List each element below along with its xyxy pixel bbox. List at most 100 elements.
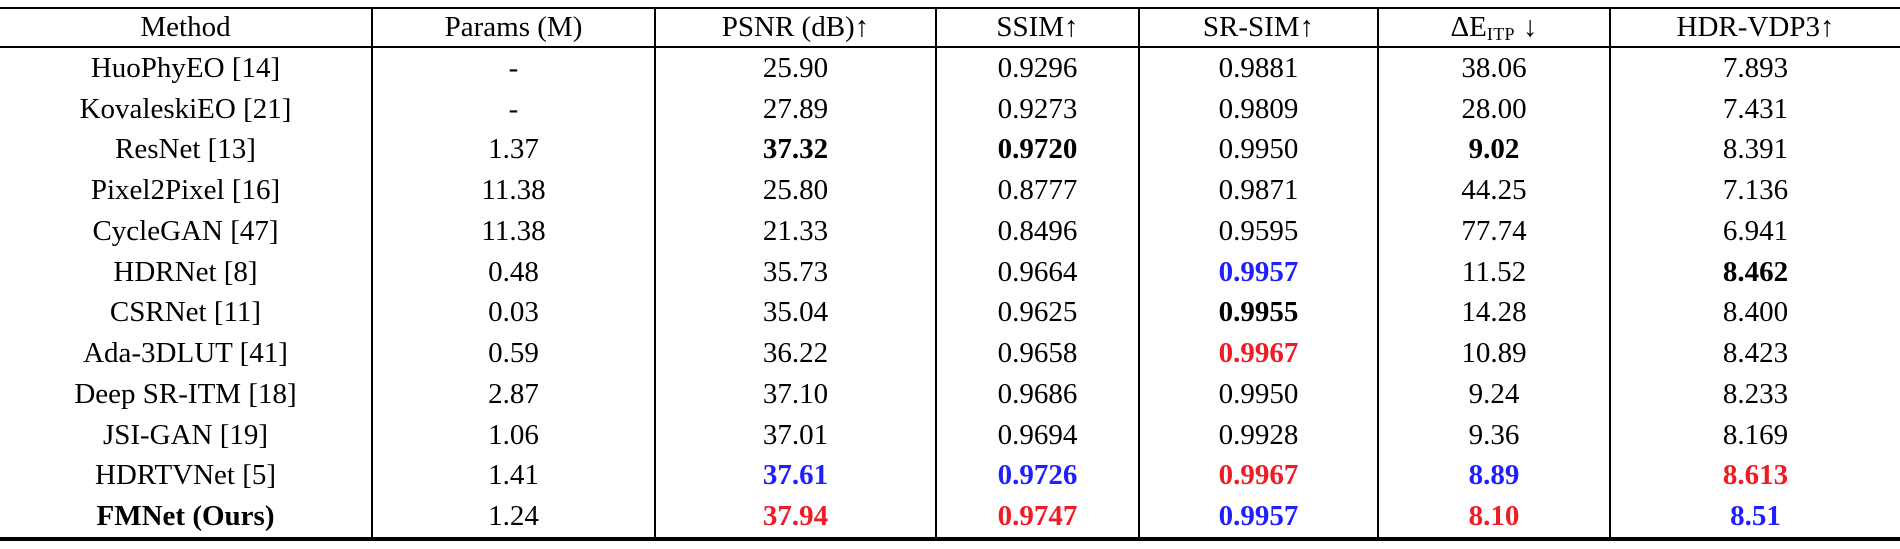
value-cell: 9.36 [1378, 414, 1611, 456]
method-cell: CycleGAN [47] [0, 211, 373, 252]
method-cell: HDRTVNet [5] [0, 455, 373, 497]
delta-e-subscript: ITP [1486, 23, 1515, 44]
value-cell: 0.9726 [936, 455, 1140, 497]
col-header-ssim: SSIM↑ [936, 8, 1140, 48]
down-arrow-icon: ↓ [1523, 10, 1538, 43]
value-cell: 0.9967 [1139, 333, 1379, 374]
value-cell: 9.24 [1378, 374, 1611, 415]
value-cell: 0.9928 [1139, 414, 1379, 456]
col-header-deltaeitp: ΔEITP ↓ [1378, 8, 1611, 48]
table-row: Deep SR-ITM [18] 2.87 37.10 0.9686 0.9950 9.… [0, 374, 1900, 415]
value-cell: 0.9881 [1139, 47, 1379, 89]
value-cell: 0.9595 [1139, 211, 1379, 252]
value-cell: 8.462 [1722, 255, 1789, 288]
table-row: KovaleskiEO [21] -27.89 0.9273 0.9809 28.00… [0, 88, 1900, 130]
method-cell: HuoPhyEO [14] [0, 47, 373, 89]
value-cell: 36.22 [655, 333, 937, 374]
value-cell: 25.80 [655, 170, 937, 211]
value-cell: 0.9957 [1139, 496, 1379, 539]
value-cell: 9.02 [1378, 129, 1611, 171]
value-cell: 8.391 [1722, 133, 1789, 166]
value-cell: 0.8777 [936, 170, 1140, 211]
header-row: Method Params (M) PSNR (dB)↑ SSIM↑ SR-SI… [0, 8, 1900, 48]
value-cell: 0.9967 [1139, 455, 1379, 497]
value-cell: 0.03 [372, 292, 656, 334]
value-cell: 8.423 [1722, 337, 1789, 370]
value-cell: - [372, 47, 656, 89]
table-row: CycleGAN [47] 11.38 21.33 0.8496 0.9595 77.7… [0, 211, 1900, 252]
table-body: HuoPhyEO [14] -25.90 0.9296 0.9881 38.06 7.8… [0, 47, 1900, 539]
table-row: Pixel2Pixel [16] 11.38 25.80 0.8777 0.9871 4… [0, 170, 1900, 211]
value-cell: 37.61 [655, 455, 937, 497]
value-cell: 0.9950 [1139, 129, 1379, 171]
value-cell: 14.28 [1378, 292, 1611, 334]
value-cell: 10.89 [1378, 333, 1611, 374]
value-cell: 8.89 [1378, 455, 1611, 497]
value-cell: 8.233 [1722, 377, 1789, 410]
table-row: HuoPhyEO [14] -25.90 0.9296 0.9881 38.06 7.8… [0, 47, 1900, 89]
value-cell: 27.89 [655, 88, 937, 130]
table-row: JSI-GAN [19] 1.06 37.01 0.9694 0.9928 9.36 8.… [0, 414, 1900, 456]
value-cell: 0.59 [372, 333, 656, 374]
value-cell: 1.41 [372, 455, 656, 497]
value-cell: 0.9273 [936, 88, 1140, 130]
method-cell: CSRNet [11] [0, 292, 373, 334]
value-cell: 8.10 [1378, 496, 1611, 539]
col-header-params: Params (M) [372, 8, 656, 48]
value-cell: 0.9694 [936, 414, 1140, 456]
value-cell: 35.73 [655, 251, 937, 293]
value-cell: 77.74 [1378, 211, 1611, 252]
value-cell: 11.38 [372, 211, 656, 252]
value-cell: 7.136 [1722, 174, 1789, 207]
delta-e-main: ΔE [1450, 10, 1487, 43]
method-cell: KovaleskiEO [21] [0, 88, 373, 130]
value-cell: 8.613 [1722, 459, 1789, 492]
value-cell: 21.33 [655, 211, 937, 252]
method-cell: Deep SR-ITM [18] [0, 374, 373, 415]
value-cell: 37.01 [655, 414, 937, 456]
value-cell: 1.06 [372, 414, 656, 456]
value-cell: 8.51 [1730, 500, 1781, 533]
table-row: HDRTVNet [5] 1.41 37.61 0.9726 0.9967 8.89 8.… [0, 455, 1900, 497]
col-header-srsim: SR-SIM↑ [1139, 8, 1379, 48]
results-table: Method Params (M) PSNR (dB)↑ SSIM↑ SR-SI… [0, 7, 1900, 541]
value-cell: 0.9871 [1139, 170, 1379, 211]
method-cell: Ada-3DLUT [41] [0, 333, 373, 374]
value-cell: 25.90 [655, 47, 937, 89]
value-cell: 2.87 [372, 374, 656, 415]
col-header-psnr: PSNR (dB)↑ [655, 8, 937, 48]
value-cell: 11.38 [372, 170, 656, 211]
value-cell: 1.24 [372, 496, 656, 539]
value-cell: 0.9950 [1139, 374, 1379, 415]
value-cell: 0.9747 [936, 496, 1140, 539]
value-cell: 7.431 [1722, 92, 1789, 125]
value-cell: 0.9720 [936, 129, 1140, 171]
value-cell: 0.48 [372, 251, 656, 293]
table-row: Ada-3DLUT [41] 0.59 36.22 0.9658 0.9967 10.8… [0, 333, 1900, 374]
value-cell: 0.9296 [936, 47, 1140, 89]
method-cell: JSI-GAN [19] [0, 414, 373, 456]
table-row: CSRNet [11] 0.03 35.04 0.9625 0.9955 14.28 8.… [0, 292, 1900, 334]
value-cell: 37.94 [655, 496, 937, 539]
col-header-method: Method [0, 8, 373, 48]
value-cell: 37.32 [655, 129, 937, 171]
method-cell: FMNet (Ours) [0, 496, 373, 539]
table-row: ResNet [13] 1.37 37.32 0.9720 0.9950 9.02 8.3… [0, 129, 1900, 171]
value-cell: 0.9955 [1139, 292, 1379, 334]
value-cell: 11.52 [1378, 251, 1611, 293]
value-cell: 0.9686 [936, 374, 1140, 415]
value-cell: 0.9664 [936, 251, 1140, 293]
value-cell: 8.400 [1722, 296, 1789, 329]
value-cell: 0.9957 [1139, 251, 1379, 293]
method-cell: Pixel2Pixel [16] [0, 170, 373, 211]
value-cell: 0.9658 [936, 333, 1140, 374]
value-cell: 38.06 [1378, 47, 1611, 89]
value-cell: 6.941 [1722, 214, 1789, 247]
method-cell: ResNet [13] [0, 129, 373, 171]
value-cell: 44.25 [1378, 170, 1611, 211]
value-cell: 37.10 [655, 374, 937, 415]
value-cell: 7.893 [1722, 51, 1789, 84]
value-cell: - [372, 88, 656, 130]
col-header-hdrvdp3: HDR-VDP3↑ [1610, 8, 1900, 48]
value-cell: 0.9809 [1139, 88, 1379, 130]
